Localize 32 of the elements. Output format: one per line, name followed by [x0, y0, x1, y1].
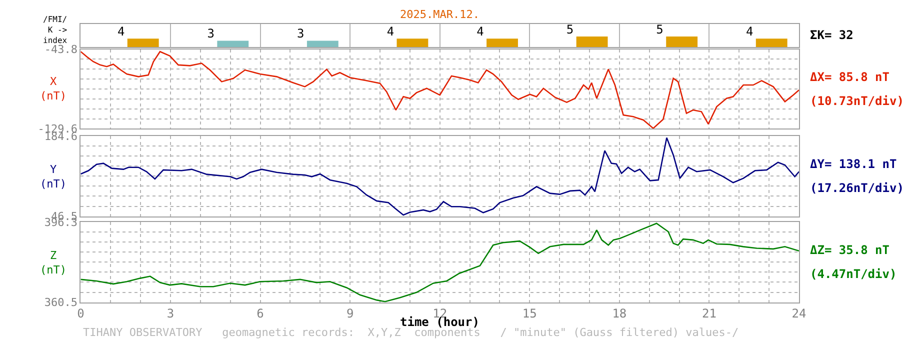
y-tick-label: 360.5: [44, 296, 78, 310]
data-label: 4: [746, 24, 754, 39]
line-series: [80, 222, 799, 302]
text: (17.26nT/div): [810, 181, 904, 195]
text: ΔZ= 35.8 nT: [810, 243, 890, 257]
line-series: [80, 137, 799, 216]
text: (10.73nT/div): [810, 94, 904, 108]
y-axis-title: Y (nT): [40, 163, 66, 190]
text: ΔX= 85.8 nT: [810, 70, 890, 84]
data-label: 5: [566, 22, 574, 37]
y-axis-title: X (nT): [40, 75, 66, 102]
x-tick-label: 15: [522, 306, 537, 321]
data-label: 5: [656, 22, 664, 37]
x-tick-label: 9: [346, 306, 354, 321]
text: (4.47nT/div): [810, 267, 897, 281]
x-tick-label: 0: [77, 306, 84, 321]
data-label: 3: [207, 26, 214, 41]
text: ΣK= 32: [810, 28, 854, 42]
data-label: 3: [297, 26, 304, 41]
y-tick-label: -43.8: [44, 43, 78, 56]
data-label: 4: [117, 24, 125, 39]
x-tick-label: 3: [166, 306, 174, 321]
x-tick-label: 21: [702, 306, 716, 321]
data-label: 4: [476, 24, 484, 39]
y-axis-title: /FMI/ K -> index: [43, 15, 68, 45]
x-tick-label: 18: [612, 306, 627, 321]
text: ΔY= 138.1 nT: [810, 157, 897, 171]
x-tick-label: 6: [256, 306, 264, 321]
y-axis-title: Z (nT): [40, 249, 66, 276]
chart-title: 2025.MAR.12.: [400, 8, 480, 21]
data-label: 4: [386, 24, 394, 39]
x-tick-label: 24: [792, 306, 806, 321]
